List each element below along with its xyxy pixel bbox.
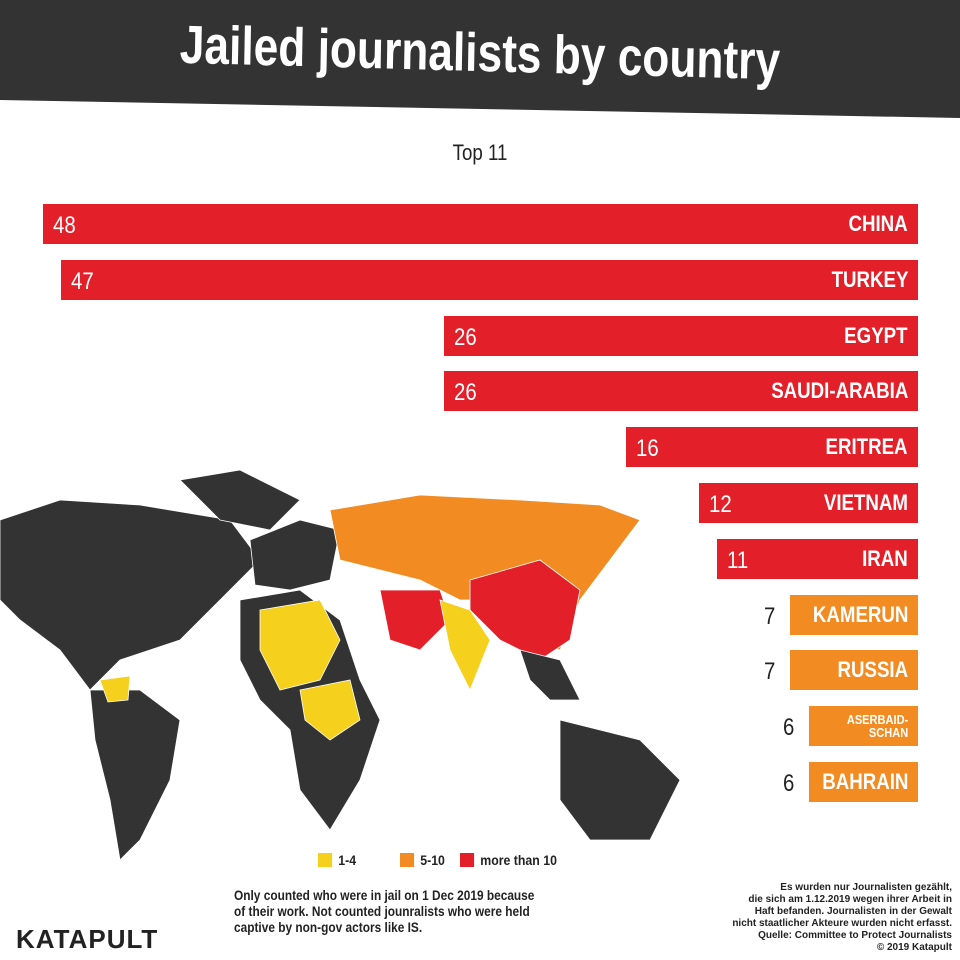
- bar: [444, 371, 918, 412]
- category-label: SAUDI-ARABIA: [770, 378, 908, 404]
- category-label: BAHRAIN: [821, 769, 908, 794]
- legend-label: more than 10: [480, 852, 557, 868]
- bar: [444, 315, 918, 356]
- category-label: ASERBAID- SCHAN: [846, 712, 908, 741]
- footnote: Only counted who were in jail on 1 Dec 2…: [234, 888, 535, 936]
- value-label: 48: [52, 212, 76, 239]
- category-label: VIETNAM: [823, 490, 908, 515]
- bar: [790, 594, 918, 635]
- legend-item: 5-10: [400, 852, 445, 868]
- bar: [808, 762, 918, 802]
- bar: [717, 538, 918, 579]
- category-label: RUSSIA: [837, 657, 908, 683]
- legend-label: 5-10: [420, 852, 445, 868]
- chart-subtitle: Top 11: [452, 140, 508, 165]
- source-note: Es wurden nur Journalisten gezählt, die …: [732, 882, 952, 953]
- bar: [699, 483, 918, 523]
- value-label: 26: [454, 379, 477, 407]
- category-label: KAMERUN: [812, 601, 908, 627]
- value-label: 12: [709, 491, 732, 518]
- category-label: EGYPT: [844, 322, 908, 348]
- value-label: 26: [454, 323, 477, 351]
- world-map: [0, 469, 681, 861]
- category-label: ERITREA: [825, 434, 908, 460]
- legend-item: 1-4: [318, 852, 356, 868]
- legend-item: more than 10: [460, 852, 557, 868]
- header-band: [0, 0, 960, 118]
- value-label: 6: [782, 714, 794, 742]
- category-label: IRAN: [862, 545, 908, 571]
- value-label: 7: [764, 658, 776, 686]
- value-label: 7: [764, 602, 776, 630]
- legend-label: 1-4: [338, 852, 357, 868]
- category-label: TURKEY: [831, 266, 908, 292]
- bar: [626, 427, 918, 468]
- value-label: 6: [782, 770, 794, 797]
- category-label: CHINA: [848, 211, 908, 236]
- value-label: 16: [636, 435, 660, 463]
- legend-swatch: [400, 853, 415, 867]
- bar: [808, 706, 918, 747]
- legend-swatch: [318, 853, 333, 867]
- legend-swatch: [460, 853, 475, 867]
- value-label: 11: [727, 546, 749, 574]
- bar: [790, 650, 918, 691]
- value-label: 47: [71, 267, 94, 295]
- bar: [61, 259, 918, 300]
- bar: [42, 204, 918, 244]
- logo: KATAPULT: [16, 924, 159, 954]
